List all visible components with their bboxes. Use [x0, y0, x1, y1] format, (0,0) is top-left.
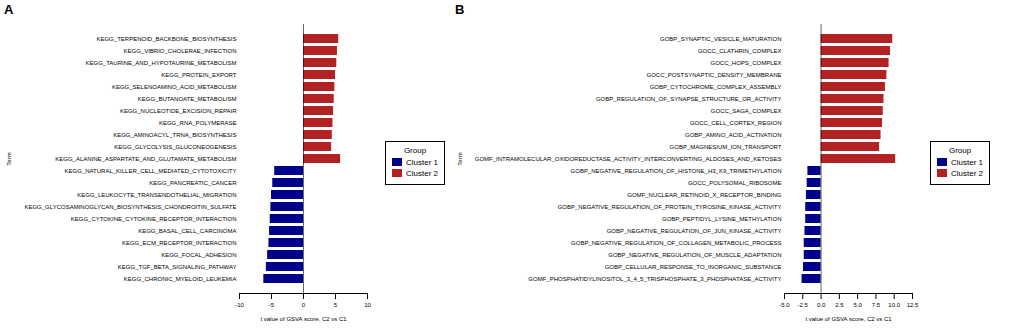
svg-text:KEGG_TGF_BETA_SIGNALING_PATHWA: KEGG_TGF_BETA_SIGNALING_PATHWAY: [118, 264, 237, 270]
svg-text:GOBP_CELLULAR_RESPONSE_TO_INOR: GOBP_CELLULAR_RESPONSE_TO_INORGANIC_SUBS…: [605, 264, 782, 270]
html-text:Group: Group: [403, 145, 427, 155]
svg-text:KEGG_FOCAL_ADHESION: KEGG_FOCAL_ADHESION: [161, 252, 236, 258]
svg-text:KEGG_TERPENOID_BACKBONE_BIOSYN: KEGG_TERPENOID_BACKBONE_BIOSYNTHESIS: [96, 36, 236, 42]
svg-text:GOBP_NEGATIVE_REGULATION_OF_MU: GOBP_NEGATIVE_REGULATION_OF_MUSCLE_ADAPT…: [608, 252, 781, 258]
svg-text:KEGG_PROTEIN_EXPORT: KEGG_PROTEIN_EXPORT: [161, 72, 237, 78]
html-text:Cluster 1: Cluster 1: [951, 157, 983, 167]
svg-text:KEGG_AMINOACYL_TRNA_BIOSYNTHES: KEGG_AMINOACYL_TRNA_BIOSYNTHESIS: [113, 132, 236, 138]
svg-text:GOBP_NEGATIVE_REGULATION_OF_JU: GOBP_NEGATIVE_REGULATION_OF_JUN_KINASE_A…: [607, 228, 782, 234]
svg-text:GOCC_HOPS_COMPLEX: GOCC_HOPS_COMPLEX: [710, 60, 781, 66]
html-text:Group: Group: [948, 145, 972, 155]
svg-text:KEGG_TAURINE_AND_HYPOTAURINE_M: KEGG_TAURINE_AND_HYPOTAURINE_METABOLISM: [85, 60, 236, 66]
svg-text:KEGG_ECM_RECEPTOR_INTERACTION: KEGG_ECM_RECEPTOR_INTERACTION: [122, 240, 237, 246]
html-text:Cluster 1: Cluster 1: [406, 157, 438, 167]
svg-text:KEGG_CHRONIC_MYELOID_LEUKEMIA: KEGG_CHRONIC_MYELOID_LEUKEMIA: [124, 276, 237, 282]
svg-text:KEGG_GLYCOSAMINOGLYCAN_BIOSYNT: KEGG_GLYCOSAMINOGLYCAN_BIOSYNTHESIS_CHON…: [24, 204, 236, 210]
svg-text:GOBP_NEGATIVE_REGULATION_OF_HI: GOBP_NEGATIVE_REGULATION_OF_HISTONE_H3_K…: [571, 168, 782, 174]
svg-text:GOCC_CELL_CORTEX_REGION: GOCC_CELL_CORTEX_REGION: [690, 120, 782, 126]
svg-text:KEGG_VIBRIO_CHOLERAE_INFECTION: KEGG_VIBRIO_CHOLERAE_INFECTION: [123, 48, 236, 54]
svg-text:KEGG_LEUKOCYTE_TRANSENDOTHELIA: KEGG_LEUKOCYTE_TRANSENDOTHELIAL_MIGRATIO…: [77, 192, 236, 198]
html-text:Cluster 2: Cluster 2: [951, 168, 983, 178]
html-text:B: B: [455, 2, 465, 17]
svg-text:-10: -10: [235, 302, 244, 308]
svg-text:GOCC_POSTSYNAPTIC_DENSITY_MEMB: GOCC_POSTSYNAPTIC_DENSITY_MEMBRANE: [646, 72, 781, 78]
svg-text:12.5: 12.5: [907, 302, 919, 308]
svg-text:GOBP_CYTOCHROME_COMPLEX_ASSEMB: GOBP_CYTOCHROME_COMPLEX_ASSEMBLY: [650, 84, 782, 90]
svg-text:10: 10: [364, 302, 371, 308]
svg-text:0.0: 0.0: [817, 302, 826, 308]
svg-text:t value of GSVA score, C2 vs C: t value of GSVA score, C2 vs C1: [805, 316, 892, 322]
svg-text:KEGG_NUCLEOTIDE_EXCISION_REPAI: KEGG_NUCLEOTIDE_EXCISION_REPAIR: [120, 108, 237, 114]
svg-text:KEGG_RNA_POLYMERASE: KEGG_RNA_POLYMERASE: [159, 120, 237, 126]
svg-text:GOMF_INTRAMOLECULAR_OXIDOREDUC: GOMF_INTRAMOLECULAR_OXIDOREDUCTASE_ACTIV…: [475, 156, 782, 162]
svg-text:GOBP_SYNAPTIC_VESICLE_MATURATI: GOBP_SYNAPTIC_VESICLE_MATURATION: [660, 36, 781, 42]
svg-text:KEGG_ALANINE_ASPARTATE_AND_GLU: KEGG_ALANINE_ASPARTATE_AND_GLUTAMATE_MET…: [55, 156, 236, 162]
svg-text:2.5: 2.5: [835, 302, 844, 308]
svg-text:t value of GSVA score, C2 vs C: t value of GSVA score, C2 vs C1: [260, 316, 347, 322]
svg-text:KEGG_PANCREATIC_CANCER: KEGG_PANCREATIC_CANCER: [149, 180, 237, 186]
svg-text:GOBP_REGULATION_OF_SYNAPSE_STR: GOBP_REGULATION_OF_SYNAPSE_STRUCTURE_OR_…: [596, 96, 782, 102]
html-text:Cluster 2: Cluster 2: [406, 168, 438, 178]
svg-text:0: 0: [302, 302, 306, 308]
svg-text:GOBP_NEGATIVE_REGULATION_OF_CO: GOBP_NEGATIVE_REGULATION_OF_COLLAGEN_MET…: [571, 240, 781, 246]
svg-text:5.0: 5.0: [853, 302, 862, 308]
svg-text:5: 5: [334, 302, 338, 308]
html-text:A: A: [4, 2, 14, 17]
svg-text:GOCC_POLYSOMAL_RIBOSOME: GOCC_POLYSOMAL_RIBOSOME: [688, 180, 782, 186]
svg-text:KEGG_NATURAL_KILLER_CELL_MEDIA: KEGG_NATURAL_KILLER_CELL_MEDIATED_CYTOTO…: [65, 168, 237, 174]
svg-text:GOCC_CLATHRIN_COMPLEX: GOCC_CLATHRIN_COMPLEX: [698, 48, 782, 54]
svg-text:GOMF_PHOSPHATIDYLINOSITOL_3_4_: GOMF_PHOSPHATIDYLINOSITOL_3_4_5_TRISPHOS…: [528, 276, 781, 282]
svg-text:GOBP_NEGATIVE_REGULATION_OF_PR: GOBP_NEGATIVE_REGULATION_OF_PROTEIN_TYRO…: [558, 204, 782, 210]
svg-text:KEGG_GLYCOLYSIS_GLUCONEOGENESI: KEGG_GLYCOLYSIS_GLUCONEOGENESIS: [114, 144, 236, 150]
svg-text:10.0: 10.0: [888, 302, 900, 308]
svg-text:-5: -5: [269, 302, 275, 308]
svg-text:KEGG_BUTANOATE_METABOLISM: KEGG_BUTANOATE_METABOLISM: [138, 96, 237, 102]
svg-text:GOMF_NUCLEAR_RETINOID_X_RECEPT: GOMF_NUCLEAR_RETINOID_X_RECEPTOR_BINDING: [627, 192, 782, 198]
svg-text:7.5: 7.5: [872, 302, 881, 308]
svg-text:Term: Term: [457, 152, 463, 165]
svg-text:Term: Term: [6, 152, 12, 165]
svg-text:-5.0: -5.0: [779, 302, 790, 308]
svg-text:GOBP_MAGNESIUM_ION_TRANSPORT: GOBP_MAGNESIUM_ION_TRANSPORT: [670, 144, 782, 150]
svg-text:KEGG_CYTOKINE_CYTOKINE_RECEPTO: KEGG_CYTOKINE_CYTOKINE_RECEPTOR_INTERACT…: [71, 216, 237, 222]
svg-text:KEGG_BASAL_CELL_CARCINOMA: KEGG_BASAL_CELL_CARCINOMA: [138, 228, 236, 234]
svg-text:KEGG_SELENOAMINO_ACID_METABOLI: KEGG_SELENOAMINO_ACID_METABOLISM: [112, 84, 237, 90]
svg-text:GOCC_SAGA_COMPLEX: GOCC_SAGA_COMPLEX: [711, 108, 782, 114]
svg-text:GOBP_PEPTIDYL_LYSINE_METHYLATI: GOBP_PEPTIDYL_LYSINE_METHYLATION: [662, 216, 781, 222]
svg-text:GOBP_AMINO_ACID_ACTIVATION: GOBP_AMINO_ACID_ACTIVATION: [685, 132, 781, 138]
svg-text:-2.5: -2.5: [798, 302, 809, 308]
